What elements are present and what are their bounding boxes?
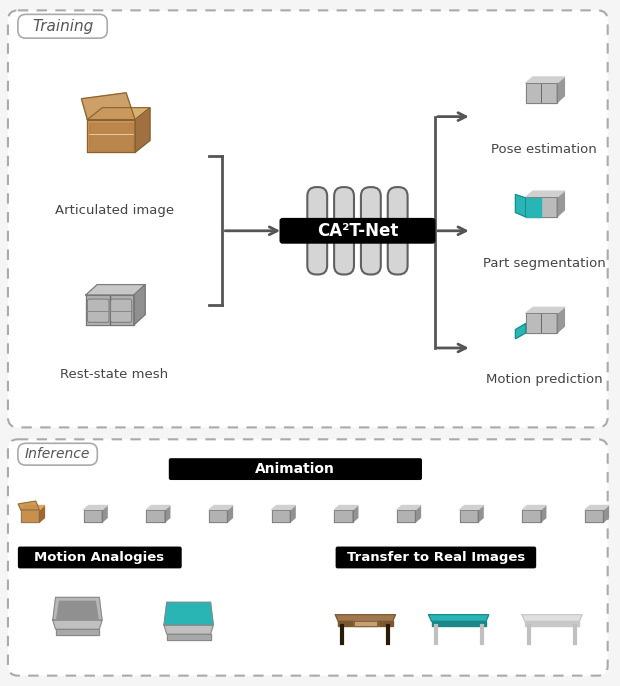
Polygon shape [146,510,165,522]
Polygon shape [84,506,107,510]
Polygon shape [541,506,546,522]
FancyBboxPatch shape [8,439,608,676]
Polygon shape [164,625,213,634]
Polygon shape [272,506,295,510]
Polygon shape [86,295,134,325]
Polygon shape [164,602,213,625]
Polygon shape [228,506,232,522]
Polygon shape [557,77,564,103]
Polygon shape [525,622,579,626]
Text: Animation: Animation [255,462,335,476]
Polygon shape [21,506,45,510]
Polygon shape [40,506,45,522]
Polygon shape [84,510,102,522]
Polygon shape [526,191,564,198]
FancyBboxPatch shape [18,547,182,569]
Polygon shape [432,622,486,626]
Polygon shape [397,506,420,510]
Polygon shape [167,634,211,639]
FancyBboxPatch shape [280,218,435,244]
Polygon shape [209,510,228,522]
Polygon shape [18,501,40,510]
Polygon shape [135,108,150,152]
Text: Part segmentation: Part segmentation [483,257,606,270]
Text: Transfer to Real Images: Transfer to Real Images [347,551,525,564]
Polygon shape [290,506,295,522]
FancyBboxPatch shape [361,187,381,274]
Polygon shape [526,307,564,314]
Polygon shape [459,506,483,510]
Polygon shape [87,119,135,152]
FancyBboxPatch shape [388,187,407,274]
FancyBboxPatch shape [18,443,97,465]
Polygon shape [89,123,133,150]
Text: Motion prediction: Motion prediction [486,373,603,386]
Polygon shape [478,506,483,522]
Text: CA²T-Net: CA²T-Net [317,222,398,240]
Polygon shape [56,629,99,635]
Polygon shape [334,510,353,522]
Polygon shape [415,506,420,522]
Polygon shape [81,93,135,119]
Polygon shape [209,506,232,510]
Polygon shape [515,195,526,217]
Polygon shape [134,285,145,325]
FancyBboxPatch shape [110,299,131,322]
FancyBboxPatch shape [334,187,354,274]
Polygon shape [87,108,150,119]
Polygon shape [21,510,40,522]
FancyBboxPatch shape [335,547,536,569]
Polygon shape [459,510,478,522]
Polygon shape [86,285,145,295]
Polygon shape [102,506,107,522]
Text: Training: Training [32,19,93,34]
Polygon shape [522,615,582,622]
FancyBboxPatch shape [18,14,107,38]
Polygon shape [53,598,102,620]
Polygon shape [515,324,526,339]
FancyBboxPatch shape [169,458,422,480]
Text: Articulated image: Articulated image [55,204,174,217]
Polygon shape [353,506,358,522]
Polygon shape [272,510,290,522]
Polygon shape [522,510,541,522]
Polygon shape [526,77,564,83]
Polygon shape [397,510,415,522]
Polygon shape [603,506,608,522]
Polygon shape [526,83,557,103]
Polygon shape [339,622,392,626]
Text: Rest-state mesh: Rest-state mesh [60,368,168,381]
Polygon shape [585,510,603,522]
Text: Motion Analogies: Motion Analogies [34,551,164,564]
Text: Inference: Inference [25,447,91,461]
Polygon shape [522,506,546,510]
Polygon shape [428,615,489,622]
Polygon shape [334,506,358,510]
Polygon shape [335,615,396,622]
Text: Pose estimation: Pose estimation [491,143,597,156]
Polygon shape [585,506,608,510]
FancyBboxPatch shape [8,10,608,427]
FancyBboxPatch shape [87,299,109,322]
Polygon shape [526,314,557,333]
Polygon shape [526,198,557,217]
Polygon shape [165,506,170,522]
Polygon shape [526,198,541,217]
FancyBboxPatch shape [308,187,327,274]
Polygon shape [53,620,102,629]
Polygon shape [146,506,170,510]
Polygon shape [557,191,564,217]
Polygon shape [57,602,98,619]
Polygon shape [354,622,377,626]
Polygon shape [557,307,564,333]
